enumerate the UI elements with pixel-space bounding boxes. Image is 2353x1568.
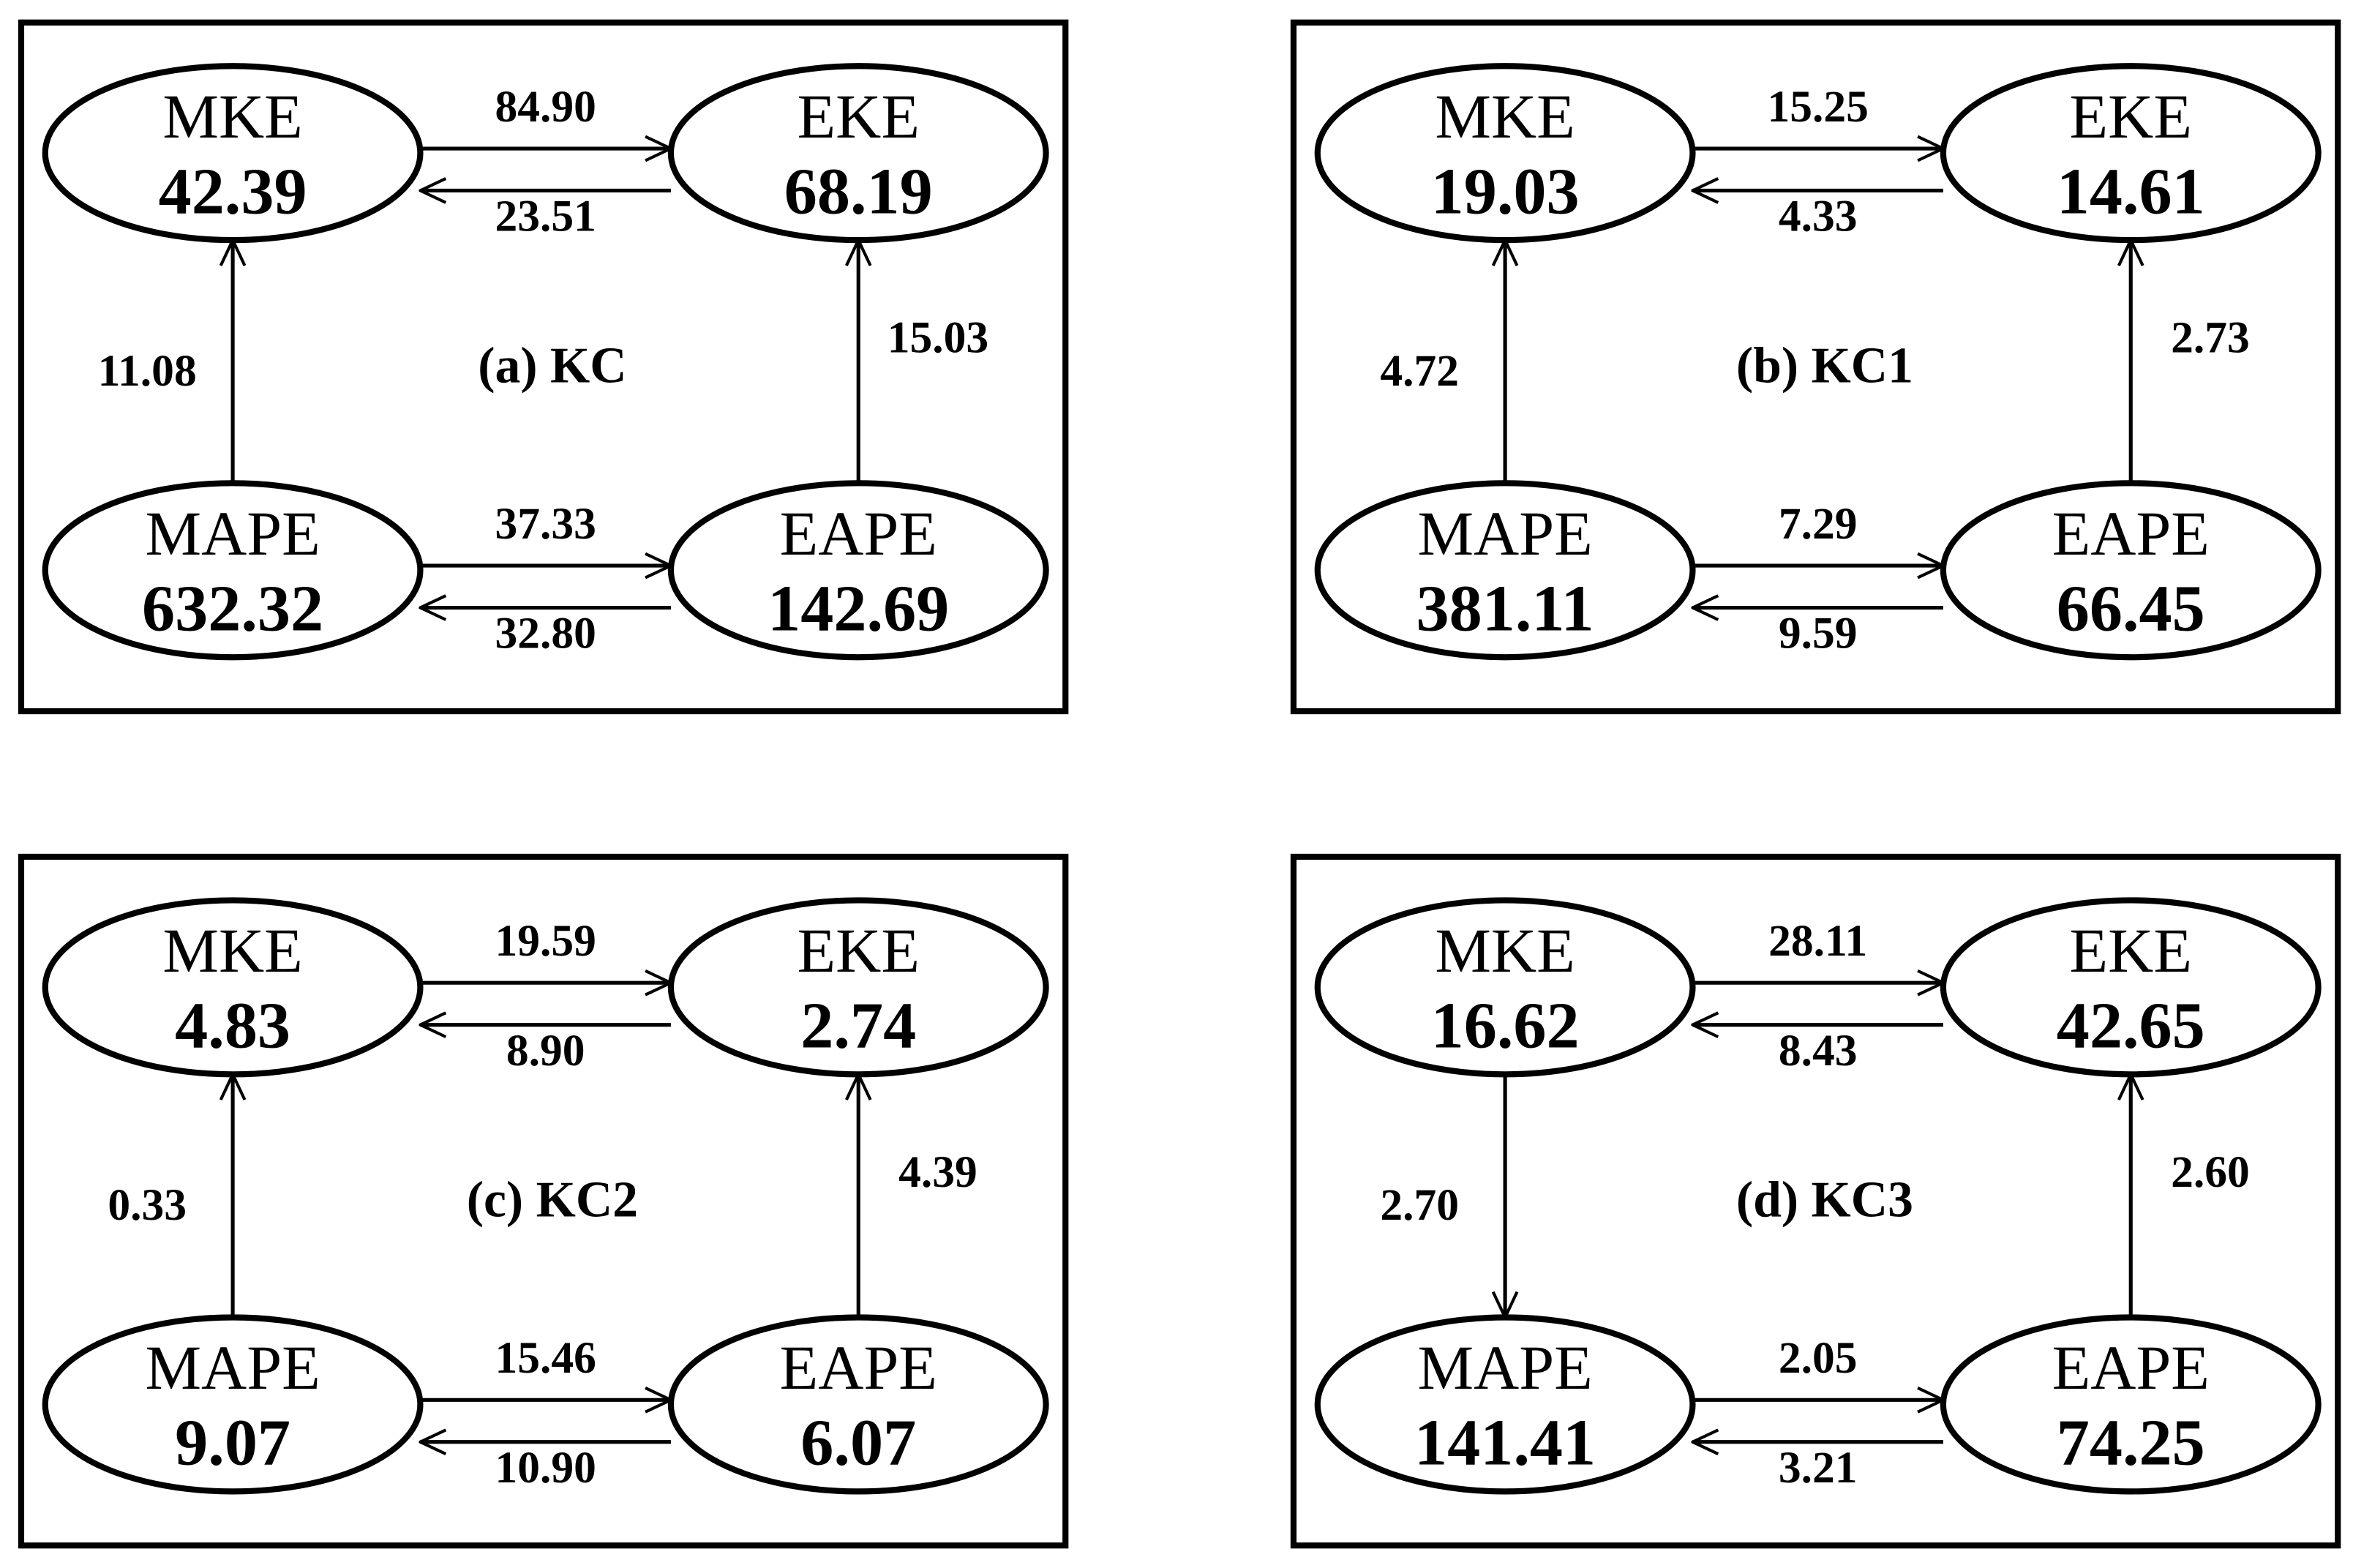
- node-name: MAPE: [145, 1332, 320, 1403]
- flow-value: 15.25: [1767, 82, 1868, 132]
- node-value: 6.07: [800, 1406, 916, 1479]
- panel-frame: [1290, 19, 2341, 715]
- panel-title: (d) KC3: [1736, 1172, 1913, 1228]
- node-value: 14.61: [2057, 154, 2205, 228]
- flow-value: 4.72: [1380, 346, 1459, 396]
- node-name: MKE: [162, 915, 302, 986]
- panel-frame: [18, 19, 1069, 715]
- flow-value: 32.80: [495, 609, 596, 659]
- panel-title: (c) KC2: [467, 1172, 638, 1228]
- node-name: EKE: [798, 81, 920, 151]
- flow-value: 37.33: [495, 499, 596, 549]
- node-value: 632.32: [142, 571, 323, 645]
- node-value: 42.65: [2057, 989, 2205, 1062]
- flow-value: 8.43: [1779, 1026, 1858, 1076]
- flow-value: 23.51: [495, 192, 596, 241]
- node-value: 19.03: [1431, 154, 1580, 228]
- panel-title: (a) KC: [478, 338, 626, 394]
- node-value: 42.39: [159, 154, 307, 228]
- node-name: MAPE: [1417, 1332, 1592, 1403]
- flow-value: 15.03: [887, 313, 988, 363]
- node-name: EAPE: [780, 498, 937, 569]
- flow-value: 84.90: [495, 82, 596, 132]
- node-value: 2.74: [800, 989, 916, 1062]
- flow-value: 8.90: [506, 1026, 585, 1076]
- flow-value: 9.59: [1779, 609, 1858, 659]
- flow-value: 15.46: [495, 1333, 596, 1383]
- node-value: 68.19: [784, 154, 933, 228]
- node-name: MAPE: [145, 498, 320, 569]
- panel-frame: [18, 853, 1069, 1549]
- flow-value: 2.05: [1779, 1333, 1858, 1383]
- node-name: EAPE: [2052, 498, 2210, 569]
- flow-value: 2.60: [2171, 1147, 2250, 1197]
- node-value: 142.69: [768, 571, 949, 645]
- node-value: 4.83: [175, 989, 290, 1062]
- flow-value: 7.29: [1779, 499, 1858, 549]
- flow-value: 2.70: [1380, 1180, 1459, 1230]
- node-name: EAPE: [780, 1332, 937, 1403]
- node-name: EKE: [2070, 915, 2192, 986]
- flow-value: 4.39: [898, 1147, 977, 1197]
- node-name: EKE: [2070, 81, 2192, 151]
- flow-value: 19.59: [495, 916, 596, 966]
- node-value: 141.41: [1414, 1406, 1596, 1479]
- node-value: 381.11: [1416, 571, 1594, 645]
- flow-value: 0.33: [108, 1180, 187, 1230]
- node-name: MKE: [1435, 81, 1575, 151]
- node-value: 74.25: [2057, 1406, 2205, 1479]
- flow-value: 10.90: [495, 1443, 596, 1493]
- node-name: EAPE: [2052, 1332, 2210, 1403]
- node-value: 9.07: [175, 1406, 290, 1479]
- node-name: MAPE: [1417, 498, 1592, 569]
- flow-value: 3.21: [1779, 1443, 1858, 1493]
- panel-title: (b) KC1: [1736, 338, 1913, 394]
- flow-value: 4.33: [1779, 192, 1858, 241]
- flow-value: 28.11: [1768, 916, 1867, 966]
- node-value: 66.45: [2057, 571, 2205, 645]
- node-value: 16.62: [1431, 989, 1580, 1062]
- panel-frame: [1290, 853, 2341, 1549]
- flow-value: 11.08: [98, 346, 197, 396]
- node-name: MKE: [162, 81, 302, 151]
- node-name: EKE: [798, 915, 920, 986]
- node-name: MKE: [1435, 915, 1575, 986]
- flow-value: 2.73: [2171, 313, 2250, 363]
